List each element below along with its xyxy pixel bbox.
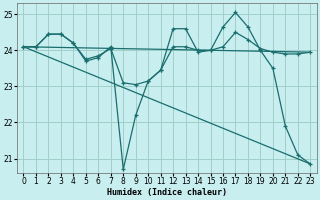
X-axis label: Humidex (Indice chaleur): Humidex (Indice chaleur) (107, 188, 227, 197)
